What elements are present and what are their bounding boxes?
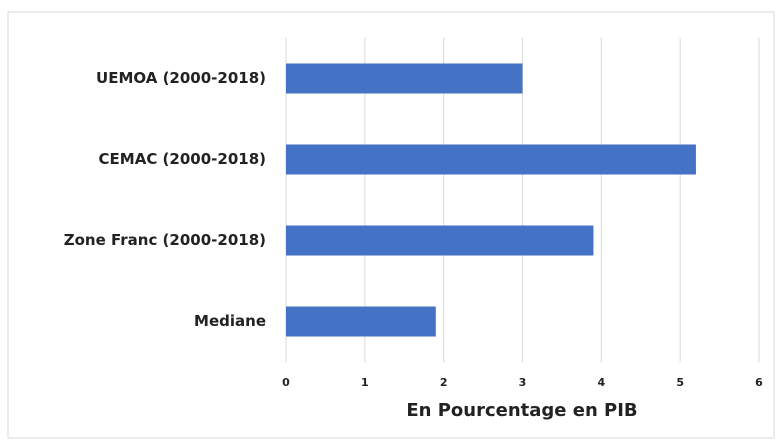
bar bbox=[286, 144, 696, 175]
x-tick-label: 6 bbox=[755, 376, 763, 389]
x-axis-title: En Pourcentage en PIB bbox=[406, 400, 637, 421]
bar bbox=[286, 63, 523, 94]
x-tick-label: 2 bbox=[440, 376, 448, 389]
x-tick-label: 4 bbox=[598, 376, 606, 389]
x-tick-label: 5 bbox=[676, 376, 684, 389]
x-tick-label: 3 bbox=[519, 376, 527, 389]
y-tick-label: Mediane bbox=[194, 312, 266, 330]
bar bbox=[286, 306, 436, 337]
bar bbox=[286, 225, 594, 256]
y-tick-label: UEMOA (2000-2018) bbox=[96, 69, 266, 87]
y-tick-label: Zone Franc (2000-2018) bbox=[64, 231, 266, 249]
x-tick-label: 1 bbox=[361, 376, 369, 389]
y-tick-label: CEMAC (2000-2018) bbox=[99, 150, 266, 168]
x-tick-label: 0 bbox=[282, 376, 290, 389]
